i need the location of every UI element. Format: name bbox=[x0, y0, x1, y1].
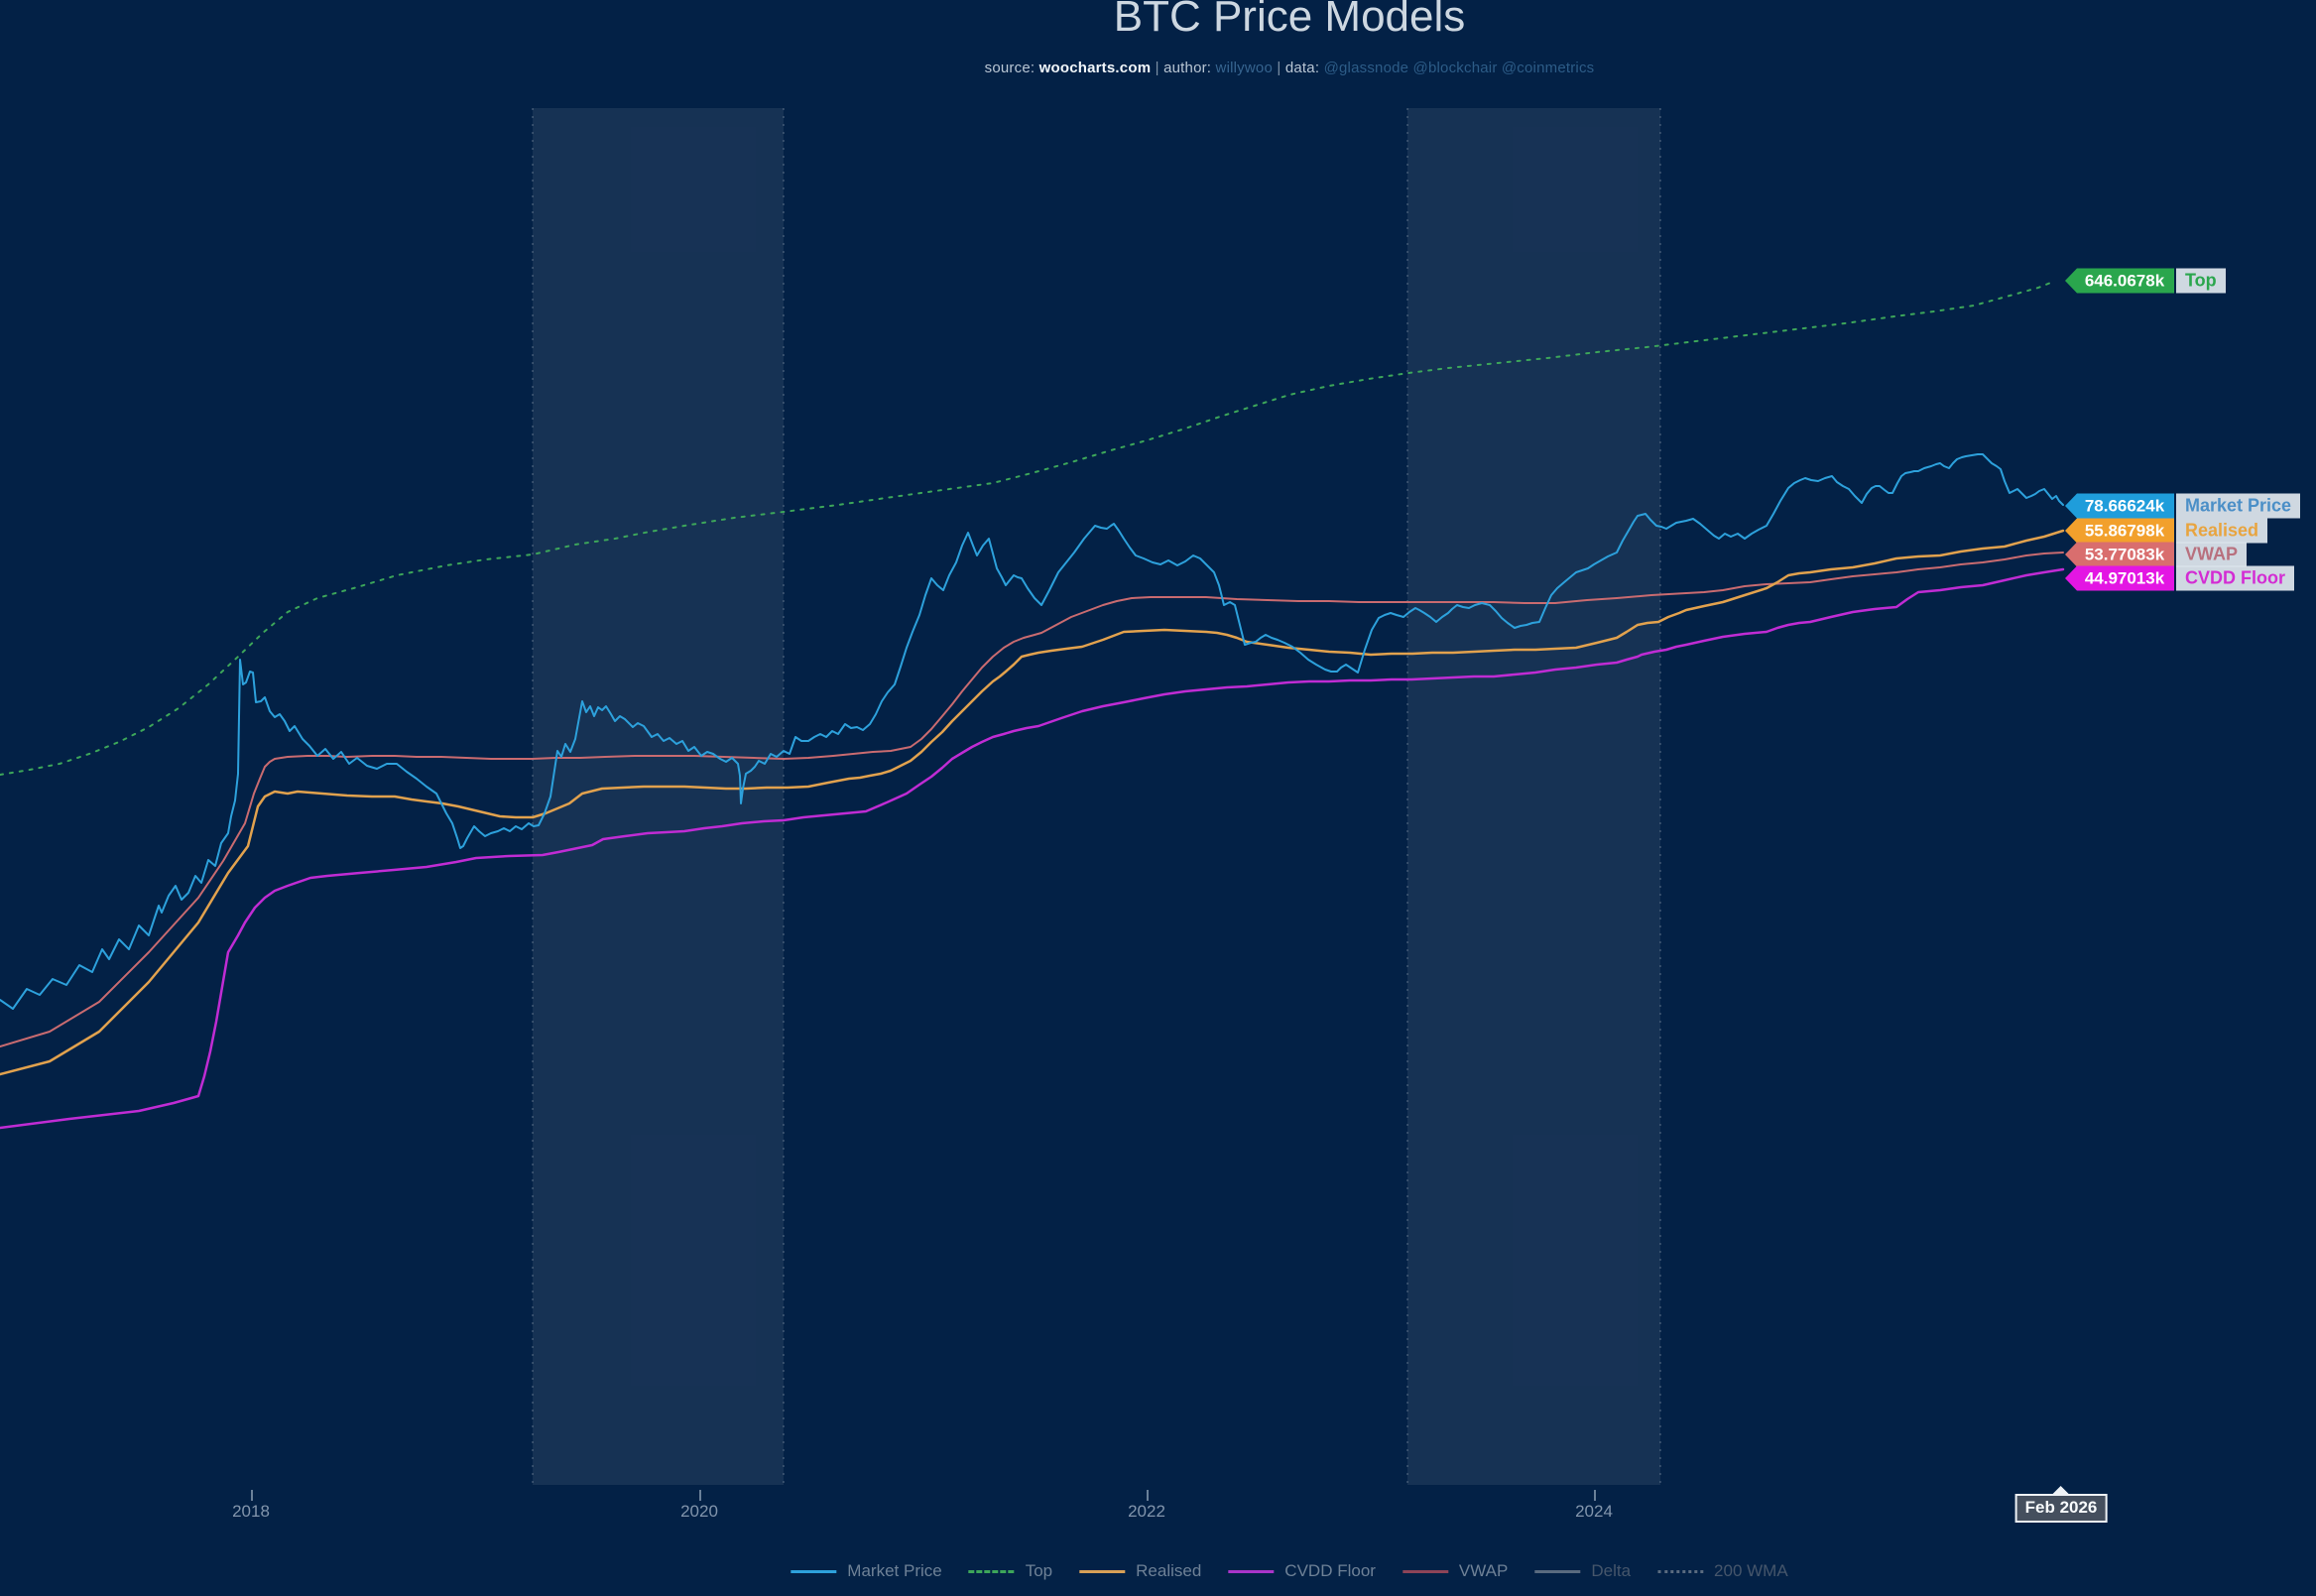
legend-swatch-icon bbox=[1534, 1569, 1581, 1573]
price-label-market-price: 78.66624k Market Price bbox=[2065, 493, 2301, 519]
legend-label: CVDD Floor bbox=[1284, 1561, 1376, 1580]
legend-item-market-price[interactable]: Market Price bbox=[791, 1561, 942, 1581]
legend-swatch-icon bbox=[1079, 1569, 1126, 1573]
legend-swatch-icon bbox=[1657, 1569, 1704, 1573]
legend-item-200-wma[interactable]: 200 WMA bbox=[1657, 1561, 1788, 1581]
price-series-name: CVDD Floor bbox=[2176, 565, 2294, 591]
price-series-name: Market Price bbox=[2176, 493, 2301, 519]
x-axis-end-label-text: Feb 2026 bbox=[2024, 1498, 2098, 1517]
subtitle-text: source: bbox=[984, 60, 1039, 76]
x-tick-mark bbox=[251, 1490, 253, 1501]
page-title: BTC Price Models bbox=[1113, 0, 1466, 41]
legend-swatch-icon bbox=[1402, 1569, 1448, 1573]
series-line-vwap bbox=[0, 552, 2064, 1047]
legend-swatch-icon bbox=[1228, 1569, 1275, 1573]
x-tick-mark bbox=[699, 1490, 701, 1501]
price-label-vwap: 53.77083k VWAP bbox=[2065, 542, 2248, 567]
x-tick-mark bbox=[1594, 1490, 1596, 1501]
price-value-tag: 53.77083k bbox=[2065, 542, 2174, 567]
x-axis-end-label: Feb 2026 bbox=[2014, 1486, 2108, 1523]
subtitle-link[interactable]: willywoo bbox=[1215, 60, 1273, 76]
price-value-tag: 646.0678k bbox=[2065, 268, 2174, 294]
price-series-name: Top bbox=[2176, 268, 2226, 294]
legend-label: Market Price bbox=[847, 1561, 942, 1580]
legend-item-vwap[interactable]: VWAP bbox=[1402, 1561, 1508, 1581]
x-tick-label: 2018 bbox=[232, 1502, 270, 1521]
legend-label: Delta bbox=[1591, 1561, 1632, 1580]
price-value-tag: 44.97013k bbox=[2065, 565, 2174, 591]
series-line-top bbox=[0, 281, 2054, 776]
legend-item-cvdd-floor[interactable]: CVDD Floor bbox=[1228, 1561, 1376, 1581]
legend-item-realised[interactable]: Realised bbox=[1079, 1561, 1201, 1581]
legend-swatch-icon bbox=[968, 1569, 1015, 1573]
subtitle-link[interactable]: woocharts.com bbox=[1038, 60, 1152, 76]
subtitle-text: data: bbox=[1284, 60, 1324, 76]
halving-band bbox=[1407, 108, 1660, 1485]
pointer-notch-icon bbox=[2051, 1486, 2070, 1495]
legend-label: Realised bbox=[1136, 1561, 1202, 1580]
legend-label: 200 WMA bbox=[1714, 1561, 1788, 1580]
legend-item-top[interactable]: Top bbox=[968, 1561, 1053, 1581]
x-tick-label: 2020 bbox=[680, 1502, 718, 1521]
legend-item-delta[interactable]: Delta bbox=[1534, 1561, 1631, 1581]
subtitle-text: author: bbox=[1163, 60, 1216, 76]
price-label-realised: 55.86798k Realised bbox=[2065, 518, 2268, 544]
series-line-market-price bbox=[0, 453, 2064, 1010]
legend: Market Price Top Realised CVDD Floor VWAP Del… bbox=[791, 1561, 1788, 1581]
subtitle-text: | bbox=[1273, 60, 1285, 76]
price-series-name: Realised bbox=[2176, 518, 2268, 544]
chart-subtitle: source: woocharts.com | author: willywoo… bbox=[985, 60, 1595, 76]
halving-band bbox=[533, 108, 784, 1485]
legend-label: VWAP bbox=[1458, 1561, 1509, 1580]
x-tick-label: 2024 bbox=[1575, 1502, 1613, 1521]
price-value-tag: 78.66624k bbox=[2065, 493, 2174, 519]
price-series-name: VWAP bbox=[2176, 542, 2248, 567]
series-line-cvdd-floor bbox=[0, 567, 2065, 1130]
legend-label: Top bbox=[1025, 1561, 1053, 1580]
price-label-cvdd-floor: 44.97013k CVDD Floor bbox=[2065, 565, 2294, 591]
legend-swatch-icon bbox=[791, 1569, 837, 1573]
x-tick-mark bbox=[1147, 1490, 1149, 1501]
price-value-tag: 55.86798k bbox=[2065, 518, 2174, 544]
subtitle-link[interactable]: @glassnode @blockchair @coinmetrics bbox=[1323, 60, 1595, 76]
x-tick-label: 2022 bbox=[1128, 1502, 1165, 1521]
subtitle-text: | bbox=[1151, 60, 1164, 76]
price-label-top: 646.0678k Top bbox=[2065, 268, 2226, 294]
series-line-realised bbox=[0, 529, 2065, 1076]
